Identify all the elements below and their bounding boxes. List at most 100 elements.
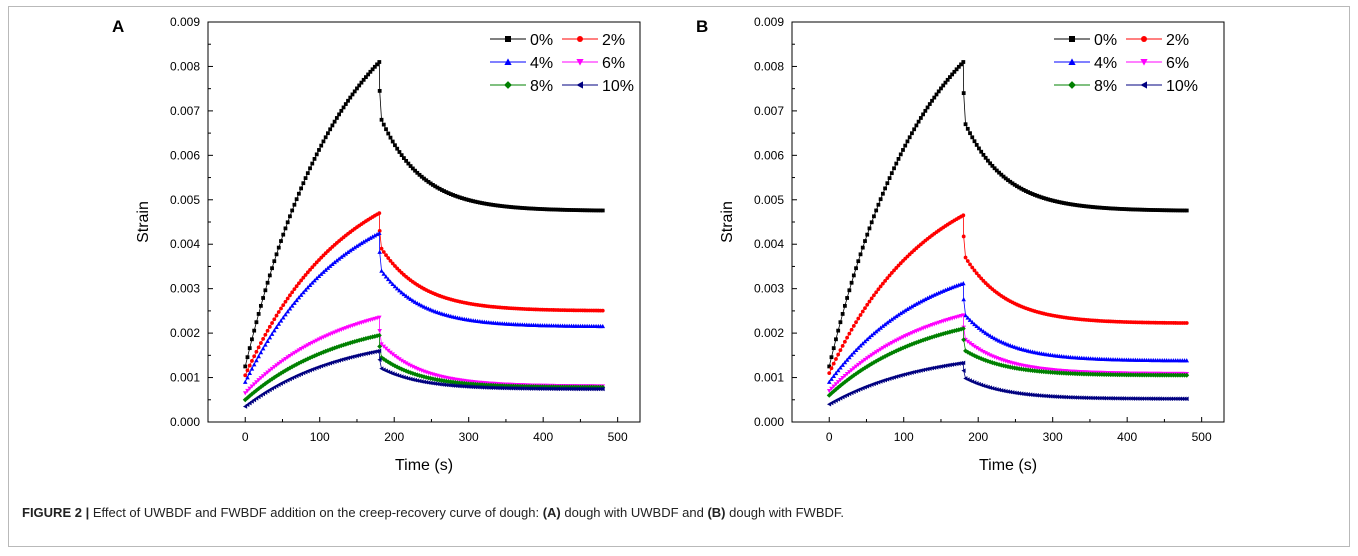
data-point	[569, 386, 574, 392]
data-point	[477, 384, 482, 390]
data-point	[1091, 205, 1095, 209]
data-point	[392, 284, 398, 289]
data-point	[936, 89, 941, 94]
data-point	[945, 363, 950, 368]
data-point	[999, 388, 1004, 393]
data-point	[1070, 202, 1075, 207]
data-point	[598, 386, 603, 392]
data-point	[961, 297, 966, 302]
data-point	[399, 366, 405, 372]
series-2pct	[827, 213, 1189, 376]
data-point	[958, 326, 964, 332]
data-point	[842, 303, 847, 308]
data-point	[413, 168, 417, 173]
data-point	[902, 308, 908, 313]
data-point	[878, 347, 883, 352]
data-point	[1077, 395, 1082, 400]
data-point	[874, 208, 879, 213]
data-point	[507, 204, 511, 209]
y-tick-label: 0.000	[754, 415, 784, 429]
data-point	[1007, 389, 1013, 395]
data-point	[528, 386, 534, 391]
data-point	[251, 362, 257, 367]
legend-label: 8%	[530, 78, 553, 95]
data-point	[1016, 366, 1022, 372]
data-point	[925, 366, 930, 372]
data-point	[377, 348, 382, 354]
data-point	[990, 385, 995, 391]
data-point	[949, 362, 955, 367]
data-point	[329, 346, 335, 352]
data-point	[283, 312, 288, 317]
data-point	[1072, 395, 1077, 400]
data-point	[883, 278, 888, 283]
data-point	[256, 354, 261, 359]
data-point	[379, 246, 384, 251]
data-point	[853, 364, 859, 369]
data-point	[308, 267, 312, 272]
data-point	[312, 262, 317, 267]
data-point	[589, 386, 594, 392]
data-point	[533, 206, 538, 211]
data-point	[258, 303, 263, 308]
data-point	[1079, 395, 1084, 400]
data-point	[260, 346, 266, 351]
data-point	[384, 127, 388, 132]
data-point	[377, 315, 382, 320]
data-point	[1162, 208, 1167, 213]
data-point	[1019, 391, 1024, 396]
data-point	[987, 385, 993, 390]
data-point	[873, 350, 879, 355]
data-point	[909, 370, 914, 375]
data-point	[442, 189, 447, 194]
data-point	[1178, 208, 1182, 213]
data-point	[950, 72, 955, 77]
data-point	[863, 239, 867, 243]
data-point	[289, 352, 295, 357]
data-point	[459, 383, 464, 389]
data-point	[942, 330, 948, 336]
data-point	[1171, 208, 1176, 213]
data-point	[267, 324, 272, 329]
data-point	[365, 350, 371, 356]
data-point	[961, 234, 966, 239]
data-point	[261, 296, 266, 300]
data-point	[1166, 396, 1171, 402]
data-point	[847, 331, 852, 336]
data-point	[408, 164, 413, 168]
data-point	[920, 337, 926, 343]
data-point	[876, 202, 881, 207]
data-point	[983, 330, 988, 335]
data-point	[253, 387, 259, 393]
data-point	[258, 384, 264, 390]
data-point	[894, 266, 899, 270]
data-point	[931, 365, 937, 370]
data-point	[600, 308, 605, 313]
data-point	[279, 239, 283, 243]
y-tick-label: 0.004	[170, 237, 200, 251]
data-point	[956, 64, 961, 69]
data-point	[851, 273, 856, 278]
data-point	[556, 207, 560, 212]
data-point	[571, 386, 576, 392]
data-point	[885, 320, 890, 325]
data-point	[1079, 203, 1084, 208]
data-point	[1097, 395, 1102, 401]
data-point	[1007, 364, 1013, 370]
data-point	[1057, 394, 1062, 400]
series-10pct	[826, 360, 1189, 407]
data-point	[372, 64, 377, 69]
data-point	[837, 383, 843, 389]
data-point	[1148, 396, 1153, 401]
data-point	[281, 303, 286, 308]
data-point	[272, 328, 277, 333]
data-point	[992, 386, 997, 392]
data-point	[934, 92, 939, 97]
data-point	[867, 299, 872, 304]
legend-label: 2%	[602, 32, 625, 49]
data-point	[979, 276, 984, 281]
data-point	[1184, 372, 1190, 378]
y-axis: 0.000 0.001 0.002 0.003 0.004 0.005 0.006 0.007…	[170, 15, 213, 429]
data-point	[551, 207, 556, 212]
data-point	[337, 112, 341, 117]
